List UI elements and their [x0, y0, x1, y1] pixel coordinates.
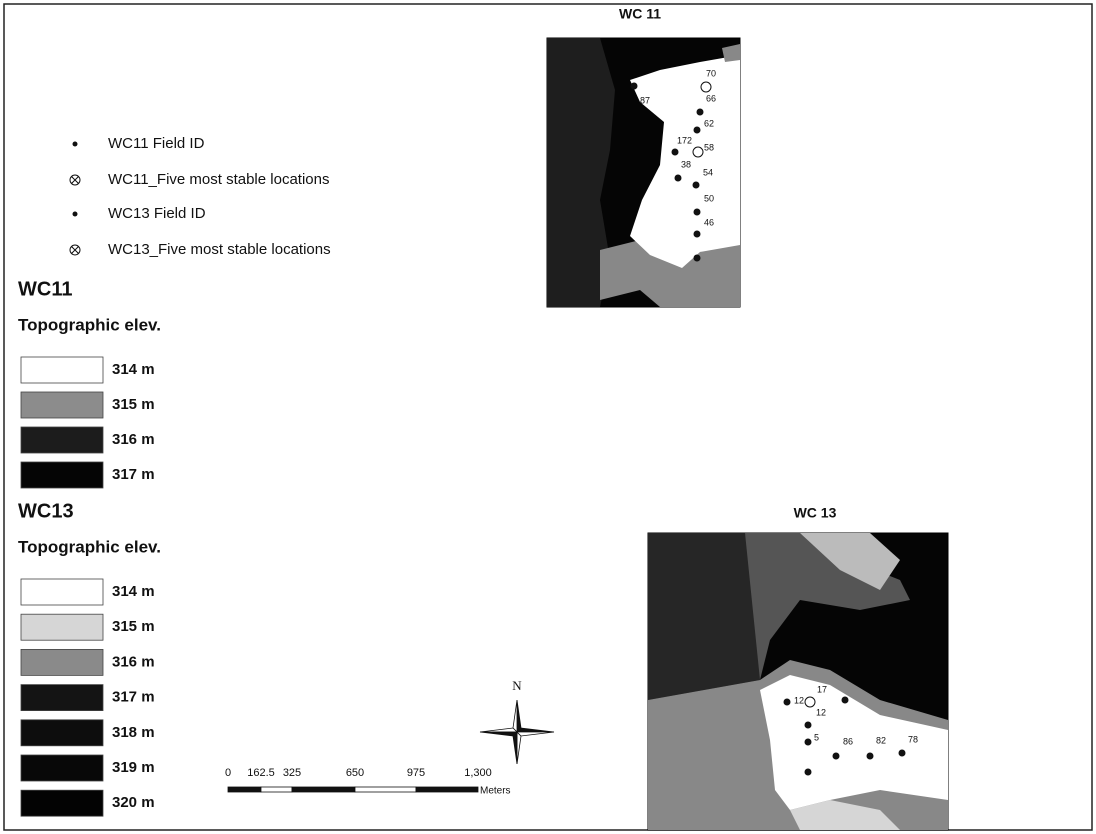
scale-label: 650 — [346, 767, 364, 779]
legend-label: WC11_Five most stable locations — [108, 171, 329, 188]
legend-label: 318 m — [112, 724, 155, 741]
legend-label: 317 m — [112, 689, 155, 706]
point-label: 5 — [814, 732, 819, 742]
scale-segment — [228, 787, 261, 792]
legend-symbol — [73, 142, 78, 147]
point-label: 78 — [908, 734, 918, 744]
legend-swatch — [21, 427, 103, 453]
point-label: 82 — [876, 735, 886, 745]
scale-label: 975 — [407, 767, 425, 779]
legend-swatch — [21, 392, 103, 418]
legend-label: 317 m — [112, 466, 155, 483]
point-label: 86 — [843, 736, 853, 746]
legend-label: 314 m — [112, 583, 155, 600]
point-label: 54 — [703, 167, 713, 177]
legend-swatch — [21, 755, 103, 781]
point-label: 172 — [677, 135, 692, 145]
legend-label: 315 m — [112, 396, 155, 413]
scale-segment — [416, 787, 478, 792]
legend-swatch — [21, 579, 103, 605]
legend-label: 319 m — [112, 759, 155, 776]
point-label: 46 — [704, 217, 714, 227]
scale-unit: Meters — [480, 786, 511, 797]
point-label: 17 — [817, 684, 827, 694]
legend-label: WC11 Field ID — [108, 135, 205, 152]
point-label: 12 — [794, 695, 804, 705]
point-label: 70 — [706, 68, 716, 78]
legend-label: WC13_Five most stable locations — [108, 241, 331, 258]
scale-segment — [355, 787, 416, 792]
legend-label: WC13 Field ID — [108, 205, 206, 222]
legend-label: 320 m — [112, 794, 155, 811]
legend-swatch — [21, 790, 103, 816]
map-title: WC 13 — [794, 505, 837, 521]
legend-swatch — [21, 462, 103, 488]
legend-label: 316 m — [112, 431, 155, 448]
point-label: 50 — [704, 193, 714, 203]
point-label: 38 — [681, 159, 691, 169]
legend-label: 316 m — [112, 653, 155, 670]
legend-swatch — [21, 614, 103, 640]
legend-label: 315 m — [112, 618, 155, 635]
map-title: WC 11 — [619, 6, 661, 22]
legend-group-subtitle: Topographic elev. — [18, 537, 161, 556]
point-label: 66 — [706, 93, 716, 103]
scale-label: 1,300 — [464, 767, 492, 779]
map-figure: WC 11 87 70 66 62 172 58 38 54 50 46 WC … — [0, 0, 1096, 834]
scale-label: 325 — [283, 767, 301, 779]
point-label: 58 — [704, 142, 714, 152]
legend-group-title: WC13 — [18, 500, 74, 522]
legend-group-subtitle: Topographic elev. — [18, 315, 161, 334]
point-label: 87 — [640, 95, 650, 105]
legend-symbol — [73, 212, 78, 217]
point-label: 12 — [816, 707, 826, 717]
legend-group-title: WC11 — [18, 278, 72, 300]
legend-label: 314 m — [112, 361, 155, 378]
legend-swatch — [21, 649, 103, 675]
map-wc13 — [648, 533, 948, 830]
north-label: N — [512, 678, 522, 693]
scale-label: 0 — [225, 767, 231, 779]
point-label: 62 — [704, 118, 714, 128]
legend-swatch — [21, 685, 103, 711]
scale-segment — [261, 787, 292, 792]
legend-swatch — [21, 720, 103, 746]
page: WC 11 87 70 66 62 172 58 38 54 50 46 WC … — [0, 0, 1096, 834]
legend-swatch — [21, 357, 103, 383]
scale-label: 162.5 — [247, 767, 275, 779]
scale-segment — [292, 787, 355, 792]
